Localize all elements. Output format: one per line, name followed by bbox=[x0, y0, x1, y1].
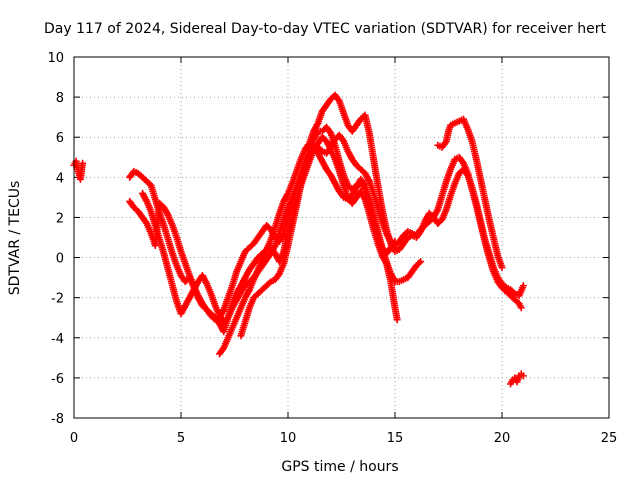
x-tick-label: 20 bbox=[494, 431, 511, 446]
data-point bbox=[265, 279, 273, 287]
y-tick-label: 8 bbox=[56, 91, 64, 106]
data-point bbox=[519, 282, 527, 290]
grid-lines bbox=[74, 57, 609, 418]
y-tick-label: 6 bbox=[56, 131, 64, 146]
data-point bbox=[519, 372, 527, 380]
data-point bbox=[360, 180, 368, 188]
y-tick-label: -4 bbox=[51, 332, 64, 347]
y-tick-label: -2 bbox=[51, 292, 64, 307]
data-point bbox=[219, 345, 227, 353]
chart-title: Day 117 of 2024, Sidereal Day-to-day VTE… bbox=[44, 21, 606, 37]
data-point bbox=[458, 158, 466, 166]
series-arc-8 bbox=[507, 370, 527, 388]
data-point bbox=[274, 271, 282, 279]
series-arc-2 bbox=[126, 123, 399, 324]
series-arc-6 bbox=[237, 131, 525, 340]
data-point bbox=[517, 304, 525, 312]
y-tick-label: 4 bbox=[56, 171, 64, 186]
x-axis-label: GPS time / hours bbox=[281, 459, 398, 475]
axis-ticks: 0 5 10 15 20 25 -8 -6 -4 -2 0 2 4 6 8 10 bbox=[47, 51, 617, 446]
series-arc-7 bbox=[434, 115, 506, 272]
data-point bbox=[393, 316, 401, 324]
data-point bbox=[317, 146, 325, 154]
data-point bbox=[334, 96, 342, 104]
y-tick-label: 10 bbox=[47, 51, 64, 66]
data-point bbox=[415, 259, 423, 267]
x-tick-label: 0 bbox=[70, 431, 78, 446]
data-points bbox=[70, 91, 527, 388]
y-tick-label: 2 bbox=[56, 211, 64, 226]
data-point bbox=[498, 264, 506, 272]
y-tick-label: -8 bbox=[51, 412, 64, 427]
series-arc-1 bbox=[70, 157, 87, 183]
y-axis-label: SDTVAR / TECUs bbox=[7, 181, 23, 296]
x-tick-label: 25 bbox=[601, 431, 618, 446]
x-tick-label: 5 bbox=[177, 431, 185, 446]
y-tick-label: -6 bbox=[51, 372, 64, 387]
data-point bbox=[142, 218, 150, 226]
x-tick-label: 10 bbox=[280, 431, 297, 446]
data-point bbox=[339, 136, 347, 144]
y-tick-label: 0 bbox=[56, 252, 64, 267]
data-point bbox=[79, 159, 87, 167]
data-point bbox=[326, 128, 334, 136]
x-tick-label: 15 bbox=[387, 431, 404, 446]
data-point bbox=[441, 139, 449, 147]
data-point bbox=[417, 258, 425, 266]
plot-frame bbox=[73, 56, 610, 419]
